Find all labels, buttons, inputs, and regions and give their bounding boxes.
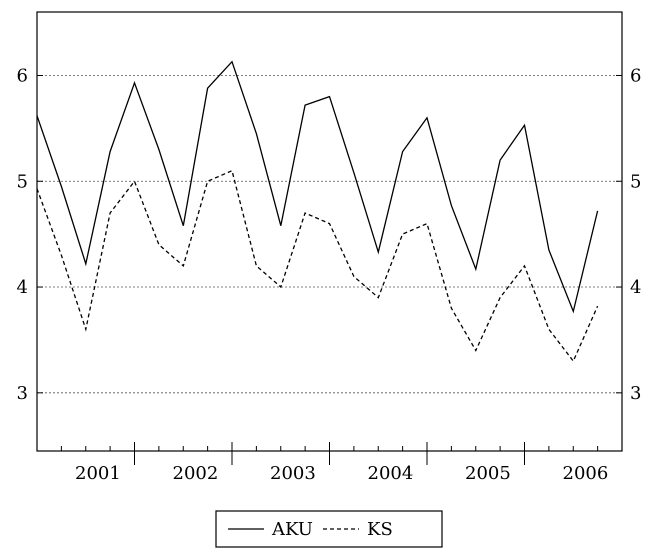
series-line-ks — [36, 169, 599, 363]
series-line-aku — [36, 60, 599, 314]
legend: AKU KS — [215, 510, 443, 548]
x-tick-label-2001: 2001 — [75, 463, 121, 484]
plot-area-frame — [36, 11, 623, 452]
x-tick-label-2002: 2002 — [173, 463, 219, 484]
y-tick-label-left: 3 — [17, 383, 28, 404]
x-tick-label-2005: 2005 — [465, 463, 511, 484]
x-tick-label-2003: 2003 — [270, 463, 316, 484]
y-tick-label-right: 4 — [630, 277, 641, 298]
y-tick-label-left: 6 — [17, 65, 28, 86]
gridlines — [37, 75, 622, 394]
x-tick-label-2004: 2004 — [368, 463, 414, 484]
y-tick-label-left: 5 — [17, 171, 28, 192]
legend-label-ks: KS — [367, 519, 393, 540]
y-tick-label-right: 6 — [630, 65, 641, 86]
x-tick-label-2006: 2006 — [563, 463, 609, 484]
y-tick-label-left: 4 — [17, 277, 28, 298]
legend-label-aku: AKU — [271, 519, 313, 540]
axes: 3 3 4 4 5 5 6 6 2001 2002 2003 2004 2005 2006 — [17, 65, 642, 484]
y-tick-label-right: 5 — [630, 171, 641, 192]
series-lines — [36, 60, 599, 363]
y-tick-label-right: 3 — [630, 383, 641, 404]
